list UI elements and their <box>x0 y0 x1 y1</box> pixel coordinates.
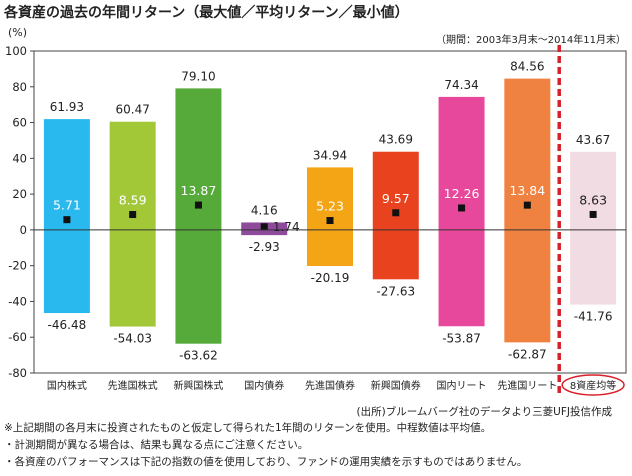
min-value-label: -46.48 <box>48 318 87 332</box>
range-bar <box>504 78 551 343</box>
x-category-label: 国内債券 <box>244 379 284 392</box>
footnote: ・各資産のパフォーマンスは下記の指数の値を使用しており、ファンドの運用実績を示す… <box>4 456 528 468</box>
period-note: （期間：2003年3月末～2014年11月末） <box>436 35 626 46</box>
y-axis-unit: (%) <box>8 26 28 39</box>
footnote: ※上記期間の各月末に投資されたものと仮定して得られた1年間のリターンを使用。中程… <box>4 422 492 434</box>
y-tick-label: -60 <box>8 330 27 344</box>
avg-value-label: 13.84 <box>509 183 545 198</box>
min-value-label: -62.87 <box>508 347 547 361</box>
avg-marker <box>458 204 466 212</box>
avg-value-label: 8.63 <box>579 192 607 207</box>
source-note: (出所)ブルームバーグ社のデータより三菱UFJ投信作成 <box>356 406 613 418</box>
x-category-label: 新興国株式 <box>173 379 223 392</box>
avg-marker <box>194 201 202 209</box>
plot-frame <box>33 50 627 374</box>
avg-marker <box>326 217 334 225</box>
y-tick-label: 100 <box>5 44 27 58</box>
min-value-label: -27.63 <box>376 284 415 298</box>
footnotes: ※上記期間の各月末に投資されたものと仮定して得られた1年間のリターンを使用。中程… <box>4 420 527 471</box>
min-value-label: -2.93 <box>249 240 280 254</box>
avg-value-label: 13.87 <box>181 183 217 198</box>
max-value-label: 79.10 <box>181 69 215 83</box>
max-value-label: 74.34 <box>444 78 478 92</box>
y-tick-label: 80 <box>12 80 27 94</box>
y-tick-label: -40 <box>8 294 27 308</box>
x-category-label: 新興国債券 <box>371 379 421 392</box>
avg-marker <box>63 216 71 224</box>
avg-marker <box>260 223 268 231</box>
y-tick-label: 0 <box>20 223 27 237</box>
min-value-label: -41.76 <box>574 310 613 324</box>
x-category-label: 先進国リート <box>497 380 557 392</box>
min-value-label: -53.87 <box>442 331 481 345</box>
avg-value-label: 1.74 <box>273 220 300 234</box>
x-category-label: 先進国債券 <box>305 379 355 392</box>
x-category-label: 国内株式 <box>47 379 87 392</box>
avg-value-label: 9.57 <box>382 191 410 206</box>
range-bar <box>438 96 485 327</box>
chart-title: 各資産の過去の年間リターン（最大値／平均リターン／最小値） <box>4 5 409 21</box>
max-value-label: 43.67 <box>576 133 610 147</box>
max-value-label: 43.69 <box>379 133 413 147</box>
max-value-label: 60.47 <box>115 103 149 117</box>
y-tick-label: 60 <box>12 116 27 130</box>
max-value-label: 61.93 <box>50 100 84 114</box>
x-category-label: 国内リート <box>437 379 487 392</box>
avg-marker <box>392 209 400 217</box>
range-bar <box>307 167 353 267</box>
max-value-label: 4.16 <box>251 203 278 217</box>
min-value-label: -54.03 <box>113 332 152 346</box>
avg-value-label: 8.59 <box>119 193 147 208</box>
y-tick-label: -80 <box>8 366 27 380</box>
max-value-label: 34.94 <box>313 148 347 162</box>
footnote: ・計測期間が異なる場合は、結果も異なる点にご注意ください。 <box>4 439 309 451</box>
avg-marker <box>523 201 531 209</box>
range-bar <box>43 119 90 314</box>
highlight-ellipse <box>561 374 625 396</box>
y-tick-label: 40 <box>12 151 27 165</box>
x-category-label: 8資産均等 <box>570 379 616 392</box>
min-value-label: -20.19 <box>311 271 350 285</box>
avg-value-label: 12.26 <box>444 186 480 201</box>
range-bar <box>570 151 617 305</box>
avg-value-label: 5.71 <box>53 198 81 213</box>
return-bar-chart: 100 80 60 40 20 0 -20 -40 -60 -80 61.93 -46.48 5.71 国… <box>5 44 627 396</box>
x-category-label: 先進国株式 <box>108 379 158 392</box>
avg-marker <box>589 210 597 218</box>
max-value-label: 84.56 <box>510 60 544 74</box>
range-bar <box>175 88 222 344</box>
y-tick-label: -20 <box>8 259 27 273</box>
avg-value-label: 5.23 <box>316 199 344 214</box>
min-value-label: -63.62 <box>179 349 218 363</box>
range-bar <box>109 121 156 327</box>
y-tick-label: 20 <box>12 187 27 201</box>
avg-marker <box>129 211 137 219</box>
